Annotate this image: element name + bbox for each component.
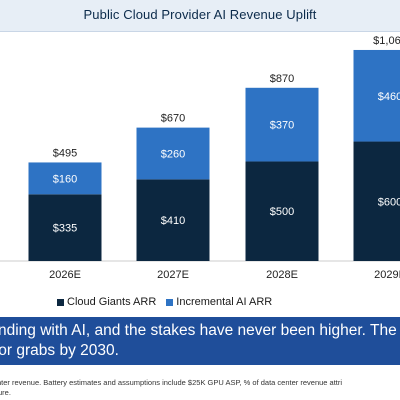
bar-value-label: $600: [378, 196, 400, 208]
stacked-bar-chart: $335 $160 $495 2026E $410 $260 $670 2027E $500 $3…: [0, 35, 400, 281]
x-tick-label: 2027E: [157, 269, 189, 281]
bar-total-label: $1,060: [373, 35, 400, 47]
banner-text-line-1: nding with AI, and the stakes have never…: [0, 322, 397, 339]
takeaway-banner: nding with AI, and the stakes have never…: [0, 317, 400, 365]
x-tick-label: 2026E: [49, 269, 81, 281]
footnote-line-1: nter revenue. Battery estimates and assu…: [0, 378, 343, 387]
legend-label-cloud-giants: Cloud Giants ARR: [67, 296, 157, 308]
x-tick-label: 2029E: [374, 269, 400, 281]
legend: Cloud Giants ARR Incremental AI ARR: [57, 296, 272, 308]
footnote-line-2: ure.: [0, 388, 11, 397]
bar-2029e-series-2: [353, 49, 400, 142]
legend-label-incremental-ai: Incremental AI ARR: [176, 296, 273, 308]
bar-2026e-series-1: [28, 194, 102, 261]
bar-2027e-series-2: [136, 127, 210, 180]
x-tick-label: 2028E: [266, 269, 298, 281]
bar-2027e-series-1: [136, 179, 210, 261]
bar-total-label: $870: [270, 73, 294, 85]
banner-text-line-2: for grabs by 2030.: [0, 342, 119, 359]
bar-2029e-series-1: [353, 141, 400, 261]
bar-2026e-series-2: [28, 162, 102, 195]
bar-value-label: $410: [161, 215, 185, 227]
bar-value-label: $260: [161, 148, 185, 160]
bar-value-label: $370: [270, 120, 294, 132]
bar-2028e-series-2: [245, 87, 319, 162]
legend-swatch-cloud-giants: [57, 298, 64, 306]
bar-2028e-series-1: [245, 161, 319, 261]
bar-value-label: $335: [53, 223, 77, 235]
bar-total-label: $495: [53, 147, 77, 159]
bar-value-label: $460: [378, 91, 400, 103]
footnote: nter revenue. Battery estimates and assu…: [0, 378, 400, 400]
chart-title: Public Cloud Provider AI Revenue Uplift: [83, 7, 317, 22]
bar-value-label: $500: [270, 206, 294, 218]
bar-total-label: $670: [161, 113, 185, 125]
legend-item-cloud-giants: Cloud Giants ARR: [57, 296, 156, 308]
bar-value-label: $160: [53, 173, 77, 185]
legend-item-incremental-ai: Incremental AI ARR: [166, 296, 272, 308]
title-bar: Public Cloud Provider AI Revenue Uplift: [0, 0, 400, 32]
legend-swatch-incremental-ai: [166, 298, 174, 306]
